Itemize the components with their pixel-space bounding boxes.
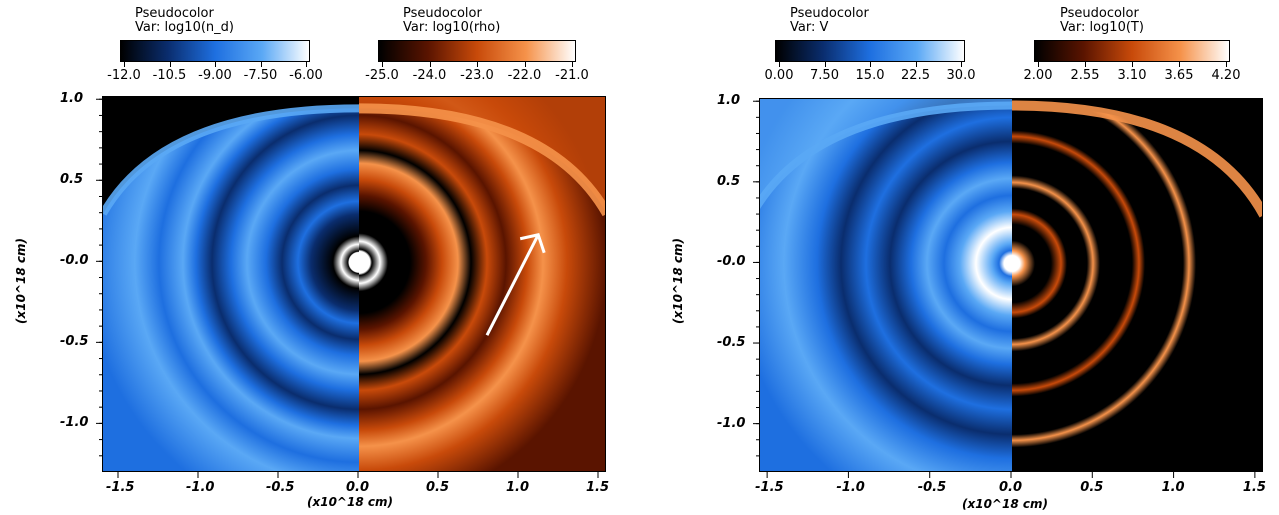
colorbar-tick [1179,62,1180,67]
colorbar-tick-label: 3.10 [1117,68,1147,83]
x-axis-title: (x10^18 cm) [307,495,393,509]
colorbar-tick-label: 3.65 [1164,68,1194,83]
colorbar-tick-label: 0.00 [764,68,794,83]
shell-overlay [760,99,1262,218]
y-tick-label: 1.0 [717,93,741,109]
colorbar-tick-label: -25.0 [365,68,399,83]
colorbar-tick [915,62,917,67]
colorbar-tick [215,62,216,67]
colorbar-tick [779,62,780,67]
shock-front-right [1011,100,1262,218]
plot-panel [102,96,606,472]
y-tick-label: -1.0 [717,415,746,431]
legend-title: Pseudocolor [790,6,869,21]
outer-region-right [359,97,605,211]
colorbar-tick [260,62,262,67]
colorbar-tick [1038,62,1039,67]
y-tick-label: -1.0 [60,415,89,431]
colorbar-tick-label: -22.0 [507,68,542,83]
colorbar-tick [477,62,478,67]
colorbar-tick [961,62,962,67]
y-tick-label: 1.0 [60,91,84,107]
colorbar-tick-label: -7.50 [243,68,278,83]
colorbar-tick [1132,62,1133,67]
legend-title: Pseudocolor [1060,6,1139,21]
x-tick-label: 1.0 [1161,480,1185,495]
annotation-arrow-head [519,233,546,254]
colorbar-tick [1085,62,1086,67]
y-tick-label: -0.5 [717,335,746,351]
colorbar-tick-label: 22.5 [901,68,930,83]
outer-region-left [103,97,359,214]
x-tick-label: -0.5 [917,480,947,495]
legend-variable: Var: log10(T) [1060,20,1144,35]
x-tick-label: 1.5 [586,480,610,495]
x-tick-label: -1.0 [836,480,865,495]
colorbar-tick-label: 15.0 [855,68,885,83]
colorbar-tick-label: 7.50 [810,68,839,83]
y-tick-label: -0.0 [717,254,746,270]
shock-front-left [103,104,360,216]
x-tick-label: -1.5 [755,480,784,495]
colorbar-tick [306,62,307,67]
colorbar-tick-label: 4.20 [1211,68,1241,83]
x-tick-label: -1.0 [186,480,215,495]
x-axis-title: (x10^18 cm) [962,497,1048,511]
x-tick-label: 0.0 [346,480,370,495]
legend-title: Pseudocolor [135,6,214,21]
colorbar [120,40,310,62]
colorbar-tick [1226,62,1227,67]
colorbar-tick-label: -12.0 [107,68,141,83]
colorbar-tick-label: -24.0 [412,68,447,83]
colorbar-tick-label: -6.00 [289,68,323,83]
colorbar-tick-label: 2.00 [1023,68,1053,83]
annotation-arrow-line [485,234,540,336]
x-tick-label: 1.0 [506,480,530,495]
y-axis-title: (x10^18 cm) [670,238,685,324]
colorbar [775,40,965,62]
legend-title: Pseudocolor [403,6,482,21]
colorbar-tick [870,62,871,67]
colorbar-tick [524,62,526,67]
x-tick-label: 0.0 [999,480,1023,495]
x-tick-label: 0.5 [426,480,450,495]
colorbar-tick-label: -9.00 [198,68,232,83]
colorbar [378,40,576,62]
colorbar-tick-label: -10.5 [152,68,187,83]
y-tick-label: 0.5 [60,172,84,188]
colorbar-tick-label: 2.55 [1070,68,1100,83]
x-tick-label: 1.5 [1242,480,1266,495]
x-tick-label: -1.5 [106,480,135,495]
shock-front-left [760,101,1013,210]
outer-region-right [1012,99,1262,212]
colorbar-tick-label: -23.0 [460,68,494,83]
legend-variable: Var: log10(n_d) [135,20,234,35]
y-tick-label: 0.5 [717,173,741,189]
plot-panel [759,98,1263,472]
x-tick-label: 0.5 [1080,480,1104,495]
colorbar-tick-label: -21.0 [555,68,589,83]
colorbar [1034,40,1230,62]
colorbar-tick [572,62,573,67]
colorbar-tick [824,62,826,67]
legend-variable: Var: log10(rho) [403,20,501,35]
colorbar-tick [382,62,383,67]
colorbar-tick-label: 30.0 [946,68,976,83]
y-tick-label: -0.0 [60,253,89,269]
colorbar-tick [169,62,171,67]
outer-region-left [760,99,1012,202]
x-tick-label: -0.5 [266,480,295,495]
colorbar-tick [124,62,125,67]
colorbar-tick [429,62,431,67]
shock-front-right [358,103,605,217]
y-tick-label: -0.5 [60,334,89,350]
legend-variable: Var: V [790,20,829,35]
shell-overlay [103,97,605,336]
